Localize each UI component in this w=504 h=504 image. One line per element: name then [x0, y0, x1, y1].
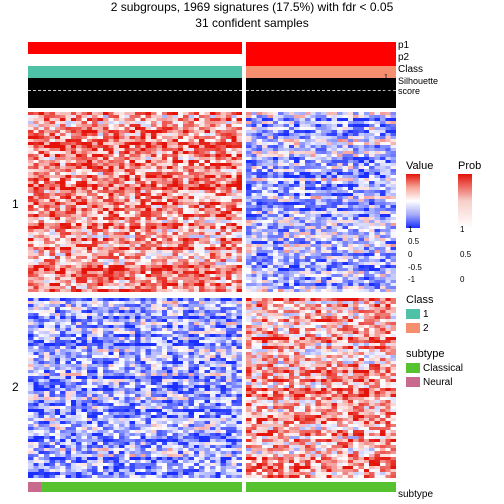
heatmap-col2	[246, 112, 396, 478]
legend-value: Value 1 0.5 0 -0.5 -1	[406, 160, 448, 282]
legend-subtype: subtype ClassicalNeural	[406, 348, 500, 390]
annotation-p1	[28, 42, 396, 54]
annotation-Class	[28, 66, 396, 78]
legend-subtype-title: subtype	[406, 348, 500, 360]
label-p2: p2	[398, 52, 423, 64]
row-group-2: 2	[12, 380, 19, 394]
row-group-labels: 1 2	[12, 112, 19, 478]
heatmap-canvas-1b	[28, 298, 242, 478]
silhouette-row: 1 0.5 0	[28, 78, 396, 108]
legend-item: 1	[406, 308, 500, 322]
heatmap: 1 2	[28, 112, 396, 478]
title-line2: 31 confident samples	[0, 16, 504, 32]
label-class: Class	[398, 64, 423, 76]
silhouette-ticks: 1 0.5 0	[380, 75, 400, 111]
plot-area: 1 0.5 0 1 2	[28, 42, 396, 494]
silhouette-label: Silhouettescore	[398, 77, 438, 97]
legend-prob-title: Prob	[458, 160, 500, 172]
heatmap-canvas-1a	[28, 112, 242, 292]
title-line1: 2 subgroups, 1969 signatures (17.5%) wit…	[0, 0, 504, 16]
subtype-bar	[28, 482, 396, 492]
row-group-1: 1	[12, 197, 19, 211]
heatmap-canvas-2a	[246, 112, 396, 292]
legend-item: Neural	[406, 376, 500, 390]
heatmap-canvas-2b	[246, 298, 396, 478]
annotation-p2	[28, 54, 396, 66]
legend-class: Class 12	[406, 294, 500, 336]
annotation-row-labels: p1 p2 Class	[398, 40, 423, 76]
legend-value-title: Value	[406, 160, 448, 172]
heatmap-col1	[28, 112, 242, 478]
legend-item: 2	[406, 322, 500, 336]
legend-prob: Prob 1 0.5 0	[458, 160, 500, 282]
subtype-label: subtype	[398, 489, 433, 500]
annotation-bars	[28, 42, 396, 78]
legend-item: Classical	[406, 362, 500, 376]
legend-class-title: Class	[406, 294, 500, 306]
label-p1: p1	[398, 40, 423, 52]
legend-area: Value 1 0.5 0 -0.5 -1 Prob 1 0.5 0 Class…	[406, 160, 500, 402]
